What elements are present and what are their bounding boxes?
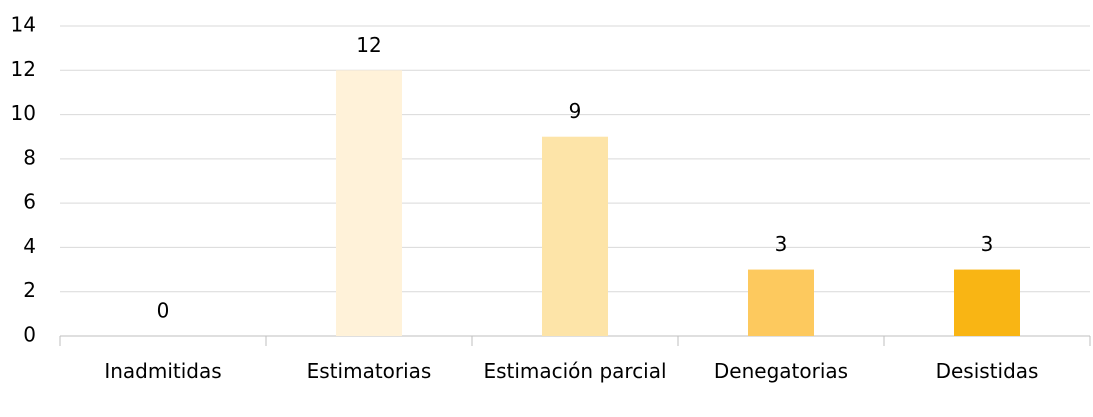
- y-tick-label: 8: [23, 145, 36, 169]
- data-label: 3: [775, 232, 788, 256]
- y-tick-label: 6: [23, 190, 36, 214]
- y-tick-label: 12: [11, 57, 36, 81]
- y-tick-label: 0: [23, 323, 36, 347]
- x-tick-label: Estimatorias: [306, 359, 432, 383]
- x-tick-label: Denegatorias: [713, 359, 849, 383]
- bar: [954, 269, 1020, 336]
- bar: [336, 70, 402, 337]
- data-label: 3: [981, 232, 994, 256]
- x-tick-label: Desistidas: [935, 359, 1039, 383]
- x-tick-label: Estimación parcial: [483, 359, 667, 383]
- data-label: 9: [569, 99, 582, 123]
- y-tick-label: 14: [11, 13, 36, 37]
- y-tick-label: 10: [11, 101, 36, 125]
- y-tick-label: 2: [23, 278, 36, 302]
- x-tick-label: Inadmitidas: [104, 359, 222, 383]
- data-label: 0: [157, 299, 170, 323]
- bar: [542, 136, 608, 336]
- y-tick-label: 4: [23, 234, 36, 258]
- data-label: 12: [356, 33, 381, 57]
- bar: [748, 269, 814, 336]
